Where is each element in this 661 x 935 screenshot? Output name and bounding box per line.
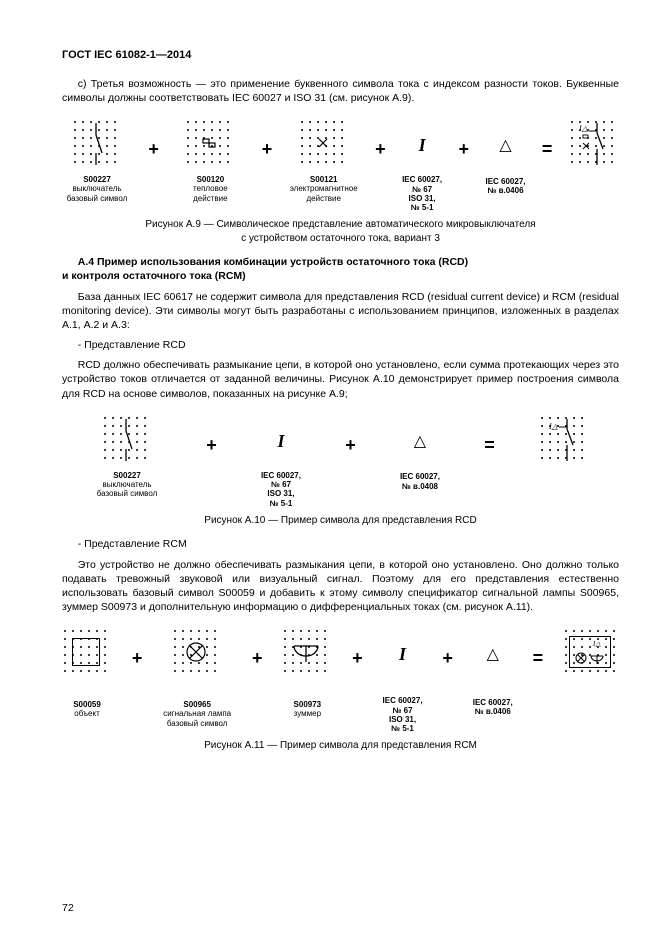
symbol-i: I: [277, 429, 284, 453]
a9-result: {"cols":6,"rows":6,"s":8} I△: [569, 119, 619, 175]
para-a4-1: База данных IEC 60617 не содержит символ…: [62, 290, 619, 333]
a10-item-3: △ IEC 60027, № в.0408: [400, 415, 440, 491]
a11-item-3: {"cols":6,"rows":6,"s":8} S00973 зуммер: [282, 628, 332, 718]
op-plus: +: [373, 137, 388, 161]
page: ГОСТ IEC 61082-1—2014 с) Третья возможно…: [0, 0, 661, 935]
para-rcm-body: Это устройство не должно обеспечивать ра…: [62, 558, 619, 615]
op-plus: +: [146, 137, 161, 161]
a11-item-2: {"cols":6,"rows":6,"s":8} S00965 сигналь…: [162, 628, 232, 728]
para-c: с) Третья возможность — это применение б…: [62, 77, 619, 105]
symbol-i: I: [419, 133, 426, 157]
a11-item-5: △ IEC 60027, № в.0406: [473, 628, 513, 716]
a9-item-3: {"cols":6,"rows":6,"s":8} S00121 электро…: [289, 119, 359, 203]
op-plus: +: [260, 137, 275, 161]
figure-a11: {"cols":6,"rows":6,"s":8} S00059 объект …: [62, 628, 619, 733]
a11-item-4: I IEC 60027, № 67 ISO 31, № 5-1: [383, 628, 423, 733]
a9-item-2: {"cols":6,"rows":6,"s":8} S00120 теплово…: [175, 119, 245, 203]
symbol-delta: △: [499, 135, 511, 157]
a9-label-3: S00121 электромагнитное действие: [289, 175, 359, 203]
dotgrid-result-a9: {"cols":6,"rows":6,"s":8} I△: [569, 119, 619, 169]
a10-label-1: S00227 выключатель базовый символ: [92, 471, 162, 499]
a9-label-2: S00120 тепловое действие: [175, 175, 245, 203]
a9-label-1: S00227 выключатель базовый символ: [62, 175, 132, 203]
dotgrid-buzzer: {"cols":6,"rows":6,"s":8}: [282, 628, 332, 678]
symbol-i: I: [399, 642, 406, 666]
dotgrid-em: {"cols":6,"rows":6,"s":8}: [299, 119, 349, 169]
dotgrid-switch: {"cols":6,"rows":6,"s":8}: [102, 415, 152, 465]
caption-a9: Рисунок А.9 — Символическое представлени…: [62, 218, 619, 245]
symbol-delta: △: [487, 644, 499, 666]
caption-a10: Рисунок А.10 — Пример символа для предст…: [62, 514, 619, 528]
a11-item-1: {"cols":6,"rows":6,"s":8} S00059 объект: [62, 628, 112, 718]
a10-item-1: {"cols":6,"rows":6,"s":8} S00227 выключа…: [92, 415, 162, 499]
a9-item-5: △ IEC 60027, № в.0406: [485, 119, 525, 195]
op-equals: =: [540, 137, 555, 161]
section-a4-title: А.4 Пример использования комбинации устр…: [62, 255, 619, 283]
doc-header: ГОСТ IEC 61082-1—2014: [62, 48, 619, 63]
para-rcm-head: - Представление RCM: [62, 537, 619, 551]
a9-label-4: IEC 60027, № 67 ISO 31, № 5-1: [402, 175, 442, 212]
op-plus: +: [457, 137, 472, 161]
a11-result: {"cols":7,"rows":6,"s":8} I△: [563, 628, 619, 684]
dotgrid-lamp: {"cols":6,"rows":6,"s":8}: [172, 628, 222, 678]
a9-item-4: I IEC 60027, № 67 ISO 31, № 5-1: [402, 119, 442, 212]
dotgrid-result-a11: {"cols":7,"rows":6,"s":8} I△: [563, 628, 619, 678]
figure-a9: {"cols":6,"rows":6,"s":8} S00227 выключа…: [62, 119, 619, 212]
a9-item-1: {"cols":6,"rows":6,"s":8} S00227 выключа…: [62, 119, 132, 203]
a9-label-5: IEC 60027, № в.0406: [485, 177, 525, 195]
dotgrid-thermal: {"cols":6,"rows":6,"s":8}: [185, 119, 235, 169]
dotgrid-result-a10: {"cols":6,"rows":6,"s":8} I△: [539, 415, 589, 465]
caption-a11: Рисунок А.11 — Пример символа для предст…: [62, 739, 619, 753]
page-number: 72: [62, 901, 74, 915]
symbol-delta: △: [414, 431, 426, 453]
a10-result: {"cols":6,"rows":6,"s":8} I△: [539, 415, 589, 471]
a10-item-2: I IEC 60027, № 67 ISO 31, № 5-1: [261, 415, 301, 508]
dotgrid-switch: {"cols":6,"rows":6,"s":8}: [72, 119, 122, 169]
dotgrid-object: {"cols":6,"rows":6,"s":8}: [62, 628, 112, 678]
figure-a10: {"cols":6,"rows":6,"s":8} S00227 выключа…: [62, 415, 619, 508]
para-rcd-head: - Представление RCD: [62, 338, 619, 352]
para-rcd-body: RCD должно обеспечивать размыкание цепи,…: [62, 358, 619, 401]
